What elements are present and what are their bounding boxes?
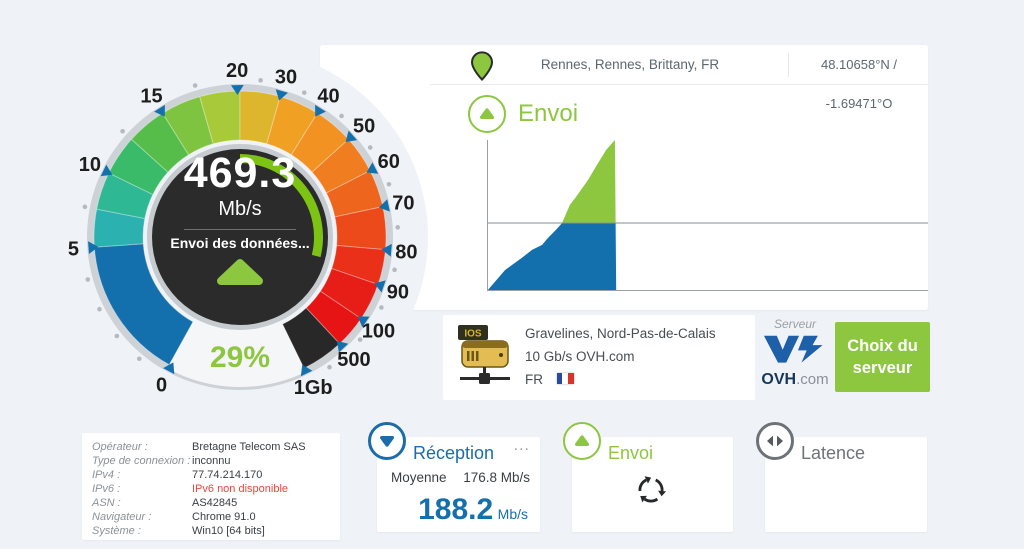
server-bandwidth: 10 Gb/s OVH.com bbox=[525, 349, 635, 364]
upload-icon-small bbox=[563, 422, 601, 460]
server-caption: Serveur bbox=[773, 317, 817, 331]
details-label: Type de connexion : bbox=[92, 455, 191, 467]
details-row: Système : Win10 [64 bits] bbox=[92, 524, 340, 538]
spinner-icon bbox=[635, 474, 667, 511]
location-text: Rennes, Rennes, Brittany, FR bbox=[540, 57, 720, 72]
details-label: IPv4 : bbox=[92, 469, 121, 481]
details-label: Navigateur : bbox=[92, 511, 152, 523]
details-value: inconnu bbox=[192, 455, 231, 467]
details-label: Système : bbox=[92, 525, 141, 537]
details-value: Bretagne Telecom SAS bbox=[192, 441, 306, 453]
svg-text:60: 60 bbox=[378, 151, 400, 173]
gauge-unit: Mb/s bbox=[218, 198, 262, 220]
details-row: ASN : AS42845 bbox=[92, 496, 340, 510]
svg-text:50: 50 bbox=[353, 115, 375, 137]
svg-text:70: 70 bbox=[392, 192, 414, 214]
upload-section-title: Envoi bbox=[518, 100, 579, 127]
upload-chart bbox=[487, 140, 928, 291]
gauge-value: 469.3 bbox=[183, 149, 297, 197]
latency-icon bbox=[756, 422, 794, 460]
upload-arrow-icon bbox=[140, 257, 340, 292]
ovh-logo bbox=[763, 335, 823, 363]
details-value: Chrome 91.0 bbox=[192, 511, 256, 523]
details-label: Opérateur : bbox=[92, 441, 148, 453]
reception-panel: Réception ... Moyenne 176.8 Mb/s 188.2 M… bbox=[368, 422, 540, 532]
details-row: Navigateur : Chrome 91.0 bbox=[92, 510, 340, 524]
gauge-center: 469.3 Mb/s Envoi des données... bbox=[140, 150, 340, 292]
upload-panel-title: Envoi bbox=[608, 443, 654, 463]
svg-text:40: 40 bbox=[317, 85, 339, 107]
details-value: Win10 [64 bits] bbox=[192, 525, 265, 537]
france-flag-icon bbox=[556, 373, 574, 384]
svg-text:30: 30 bbox=[275, 66, 297, 88]
svg-text:10: 10 bbox=[79, 154, 101, 176]
server-info-card: IOS Gravelines, Nord-Pas-de-Calais 10 Gb… bbox=[443, 315, 755, 400]
svg-text:5: 5 bbox=[68, 239, 79, 261]
gauge-progress-percent: 29% bbox=[209, 341, 271, 374]
ovh-name: OVH.com bbox=[761, 371, 829, 388]
details-value: 77.74.214.170 bbox=[192, 469, 263, 481]
average-label: Moyenne bbox=[391, 470, 447, 485]
coordinates-divider bbox=[788, 53, 789, 77]
details-row: IPv6 : IPv6 non disponible bbox=[92, 482, 340, 496]
latency-panel: Latence bbox=[756, 422, 927, 532]
details-row: IPv4 : 77.74.214.170 bbox=[92, 468, 340, 482]
reception-current: 188.2 Mb/s bbox=[418, 493, 528, 526]
average-value: 176.8 Mb/s bbox=[463, 470, 530, 485]
svg-text:80: 80 bbox=[395, 242, 417, 264]
server-provider: Serveur OVH.com bbox=[755, 315, 835, 400]
svg-text:1Gb: 1Gb bbox=[294, 377, 333, 399]
details-value: IPv6 non disponible bbox=[192, 483, 289, 495]
svg-text:IOS: IOS bbox=[464, 329, 482, 340]
details-label: ASN : bbox=[92, 497, 121, 509]
svg-text:500: 500 bbox=[337, 349, 370, 371]
svg-text:90: 90 bbox=[387, 281, 409, 303]
svg-text:20: 20 bbox=[226, 60, 248, 82]
map-pin-icon bbox=[470, 50, 494, 87]
details-value: AS42845 bbox=[192, 497, 238, 509]
details-row: Opérateur : Bretagne Telecom SAS bbox=[92, 440, 340, 454]
reception-menu-dots[interactable]: ... bbox=[513, 437, 530, 454]
details-row: Type de connexion : inconnu bbox=[92, 454, 340, 468]
download-icon bbox=[368, 422, 406, 460]
server-icon: IOS bbox=[455, 322, 513, 393]
server-city: Gravelines, Nord-Pas-de-Calais bbox=[525, 326, 716, 341]
gauge-status: Envoi des données... bbox=[170, 235, 310, 251]
location-bar-divider bbox=[430, 84, 928, 85]
svg-text:100: 100 bbox=[362, 320, 395, 342]
svg-text:0: 0 bbox=[156, 374, 167, 396]
upload-panel: Envoi bbox=[563, 422, 733, 532]
details-table: Opérateur : Bretagne Telecom SAS Type de c… bbox=[92, 440, 340, 538]
server-country: FR bbox=[525, 372, 716, 387]
latency-title: Latence bbox=[801, 443, 866, 463]
upload-icon bbox=[468, 95, 506, 133]
gauge-divider bbox=[184, 229, 296, 230]
upload-section-header: Envoi bbox=[468, 95, 578, 133]
choose-server-button[interactable]: Choix du serveur bbox=[835, 322, 930, 392]
reception-title: Réception bbox=[413, 443, 495, 463]
coordinates-text: 48.10658°N / -1.69471°O bbox=[820, 57, 898, 111]
svg-text:15: 15 bbox=[140, 85, 162, 107]
connection-details-card: Opérateur : Bretagne Telecom SAS Type de c… bbox=[82, 433, 340, 540]
details-label: IPv6 : bbox=[92, 483, 121, 495]
